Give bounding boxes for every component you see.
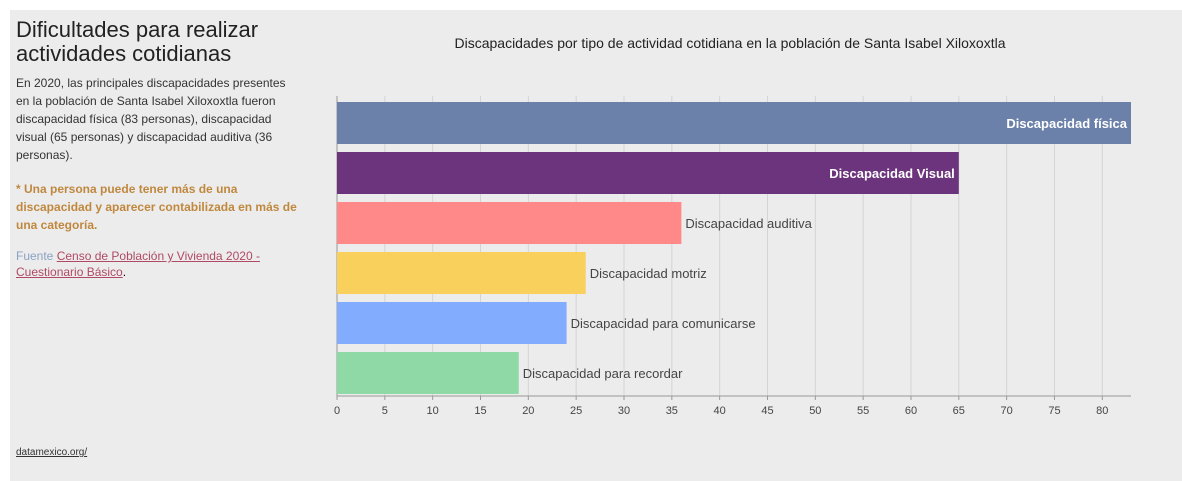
x-tick-label: 10 xyxy=(427,405,439,417)
x-tick-label: 35 xyxy=(666,405,678,417)
x-tick-label: 70 xyxy=(1001,405,1013,417)
bar-label: Discapacidad motriz xyxy=(590,266,707,281)
x-tick-label: 20 xyxy=(522,405,534,417)
source-label: Fuente xyxy=(16,249,54,263)
x-tick-label: 45 xyxy=(761,405,773,417)
bar-label: Discapacidad para recordar xyxy=(523,366,683,381)
bar-label: Discapacidad física xyxy=(1006,116,1127,131)
x-tick-label: 25 xyxy=(570,405,582,417)
bar xyxy=(337,202,682,244)
bar xyxy=(337,102,1131,144)
x-tick-label: 50 xyxy=(809,405,821,417)
source-line: Fuente Censo de Población y Vivienda 202… xyxy=(16,248,301,280)
sidebar: Dificultades para realizar actividades c… xyxy=(16,18,301,280)
chart-panel xyxy=(10,10,1182,481)
x-tick-label: 65 xyxy=(953,405,965,417)
bar xyxy=(337,252,586,294)
chart-title: Discapacidades por tipo de actividad cot… xyxy=(454,35,1006,51)
sidebar-description: En 2020, las principales discapacidades … xyxy=(16,76,286,162)
bar-label: Discapacidad Visual xyxy=(829,166,955,181)
bar xyxy=(337,352,519,394)
bar-label: Discapacidad auditiva xyxy=(685,216,812,231)
sidebar-title: Dificultades para realizar actividades c… xyxy=(16,17,259,66)
x-tick-label: 80 xyxy=(1096,405,1108,417)
x-tick-label: 5 xyxy=(382,405,388,417)
x-tick-label: 40 xyxy=(714,405,726,417)
x-tick-label: 75 xyxy=(1048,405,1060,417)
bar-label: Discapacidad para comunicarse xyxy=(571,316,756,331)
source-end: . xyxy=(122,265,127,279)
footer-link[interactable]: datamexico.org/ xyxy=(16,447,88,458)
x-tick-label: 0 xyxy=(334,405,340,417)
sidebar-note: * Una persona puede tener más de una dis… xyxy=(16,182,297,232)
x-tick-label: 60 xyxy=(905,405,917,417)
bar xyxy=(337,302,567,344)
x-tick-label: 15 xyxy=(474,405,486,417)
source-link[interactable]: Censo de Población y Vivienda 2020 - Cue… xyxy=(16,249,260,279)
x-tick-label: 55 xyxy=(857,405,869,417)
bar xyxy=(337,152,959,194)
x-tick-label: 30 xyxy=(618,405,630,417)
